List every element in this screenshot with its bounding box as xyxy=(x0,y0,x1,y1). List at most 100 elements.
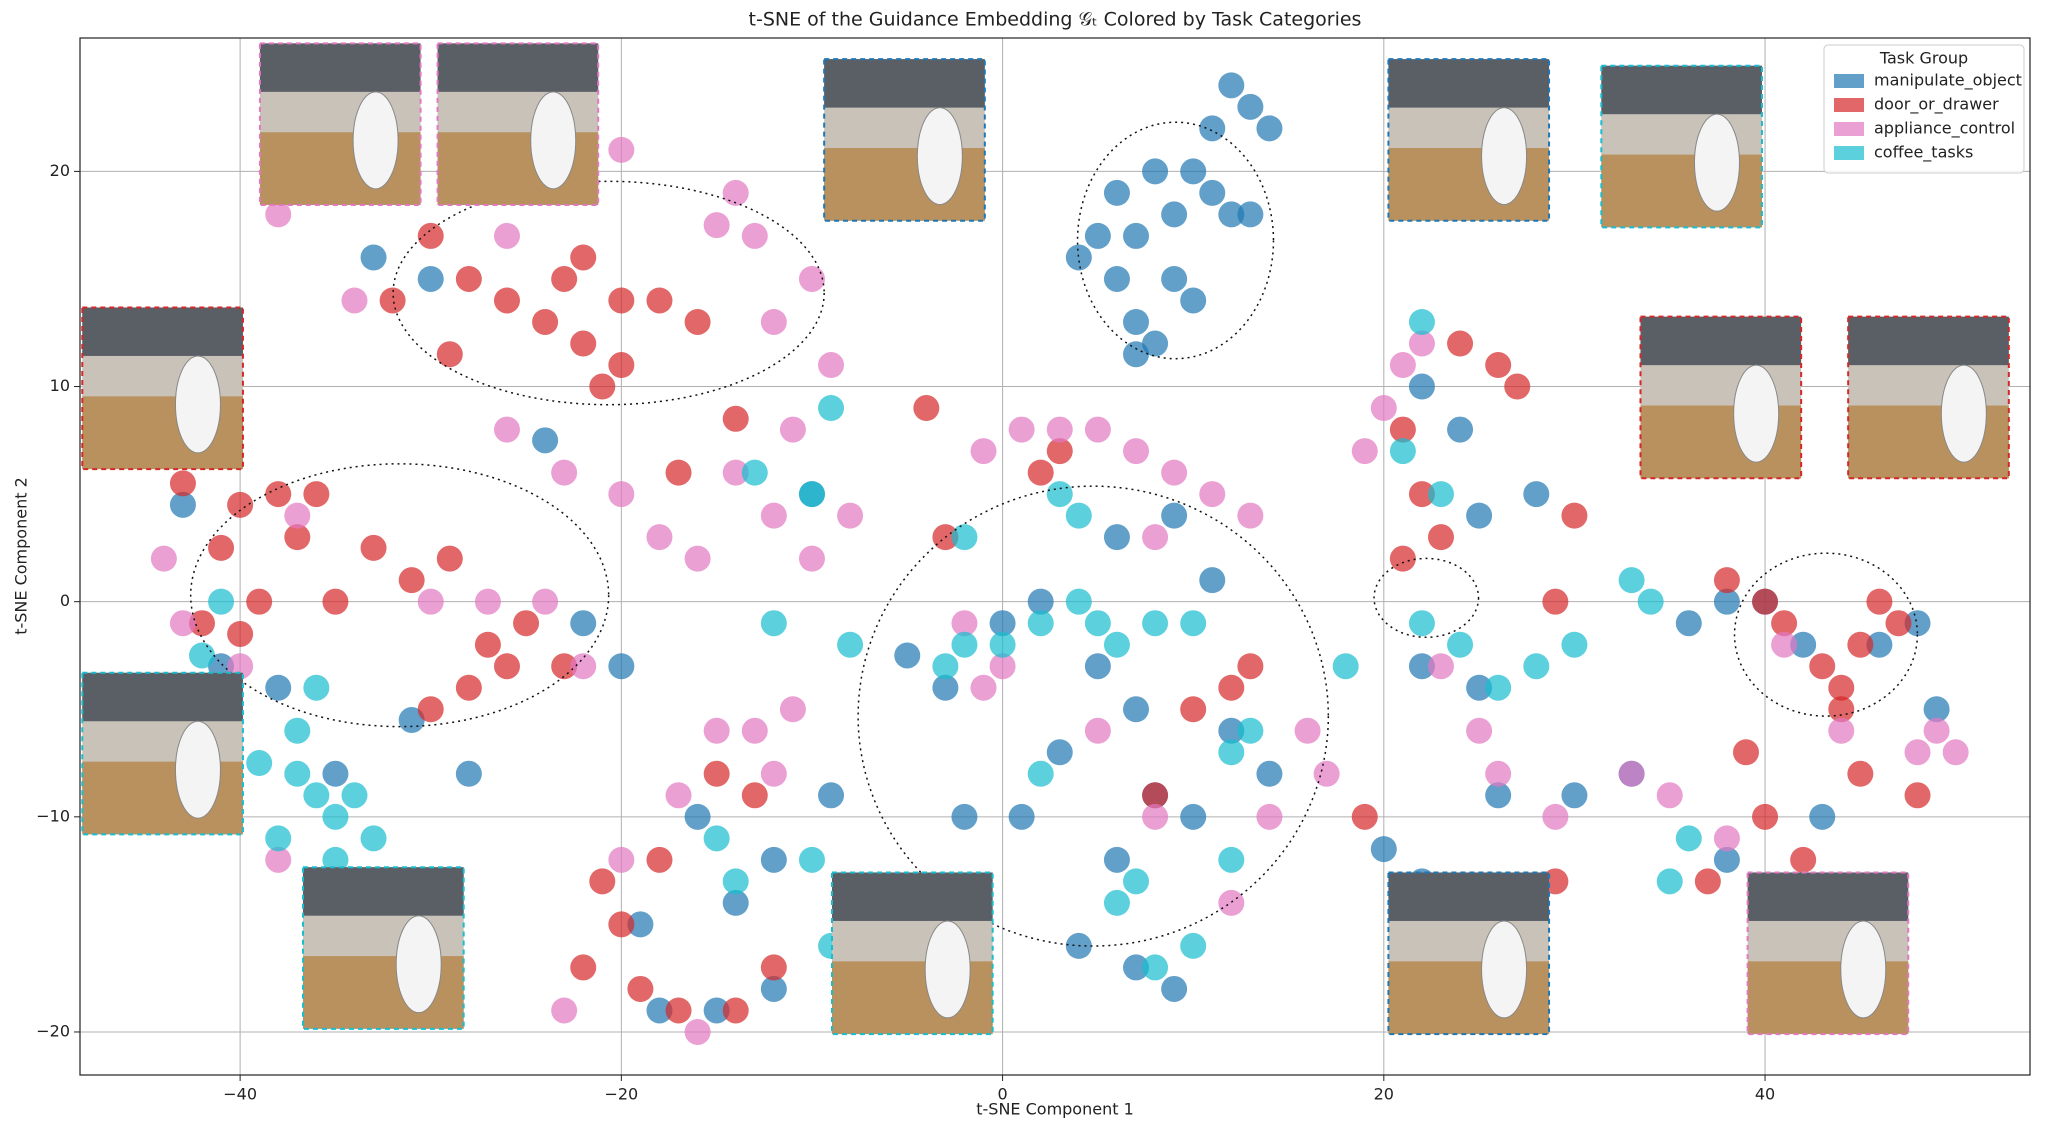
point xyxy=(1713,825,1740,852)
point xyxy=(951,631,978,658)
point xyxy=(798,846,825,873)
point xyxy=(1218,889,1245,916)
point xyxy=(1904,782,1931,809)
point xyxy=(1123,308,1150,335)
x-tick-label: −40 xyxy=(223,1085,257,1104)
point xyxy=(665,459,692,486)
inset-wall xyxy=(1388,872,1550,921)
point xyxy=(1046,416,1073,443)
point xyxy=(932,674,959,701)
point xyxy=(722,179,749,206)
inset-robot xyxy=(530,91,577,190)
point xyxy=(322,803,349,830)
point xyxy=(1370,395,1397,422)
inset-robot xyxy=(1481,107,1528,206)
point xyxy=(551,265,578,292)
point xyxy=(188,610,215,637)
point xyxy=(341,287,368,314)
point xyxy=(570,653,597,680)
point xyxy=(1866,631,1893,658)
highlight-ellipse xyxy=(1733,552,1919,717)
point xyxy=(1180,158,1207,185)
point xyxy=(1618,567,1645,594)
point xyxy=(493,416,520,443)
point xyxy=(760,308,787,335)
point xyxy=(1485,352,1512,379)
point xyxy=(360,825,387,852)
point xyxy=(818,782,845,809)
point xyxy=(341,782,368,809)
point xyxy=(970,674,997,701)
point xyxy=(1218,72,1245,99)
inset-wall xyxy=(832,872,993,921)
point xyxy=(1103,631,1130,658)
point xyxy=(1237,93,1264,120)
point xyxy=(1694,868,1721,895)
point xyxy=(1618,760,1645,787)
point xyxy=(1942,739,1969,766)
point xyxy=(1561,502,1588,529)
point xyxy=(1123,341,1150,368)
point xyxy=(1046,438,1073,465)
point xyxy=(1008,416,1035,443)
point xyxy=(1675,825,1702,852)
point xyxy=(1084,610,1111,637)
point xyxy=(1237,653,1264,680)
point xyxy=(722,405,749,432)
point xyxy=(1123,696,1150,723)
point xyxy=(1123,868,1150,895)
point xyxy=(703,717,730,744)
point xyxy=(322,588,349,615)
legend-label: door_or_drawer xyxy=(1874,95,1999,115)
point xyxy=(1199,567,1226,594)
point xyxy=(188,642,215,669)
point xyxy=(741,782,768,809)
point xyxy=(570,330,597,357)
point xyxy=(417,588,444,615)
point xyxy=(532,588,559,615)
point xyxy=(779,696,806,723)
point xyxy=(1027,610,1054,637)
point xyxy=(722,997,749,1024)
point xyxy=(1351,803,1378,830)
point xyxy=(303,674,330,701)
point xyxy=(208,534,235,561)
point xyxy=(1561,782,1588,809)
point xyxy=(1142,158,1169,185)
point xyxy=(1447,330,1474,357)
point xyxy=(1771,610,1798,637)
point xyxy=(169,470,196,497)
point xyxy=(1218,846,1245,873)
point xyxy=(1142,330,1169,357)
point xyxy=(551,653,578,680)
point xyxy=(169,491,196,518)
point xyxy=(208,588,235,615)
point xyxy=(1447,416,1474,443)
point xyxy=(760,846,787,873)
point xyxy=(1065,588,1092,615)
point xyxy=(1161,975,1188,1002)
point xyxy=(1904,610,1931,637)
legend: Task Group manipulate_object door_or_drawe… xyxy=(1823,44,2025,174)
point xyxy=(932,653,959,680)
x-tick-label: 0 xyxy=(997,1085,1007,1104)
point xyxy=(646,997,673,1024)
plot-frame xyxy=(79,37,2031,1076)
point xyxy=(970,438,997,465)
point xyxy=(1218,717,1245,744)
point xyxy=(665,782,692,809)
legend-box xyxy=(1823,44,2025,174)
point xyxy=(1084,717,1111,744)
point xyxy=(493,287,520,314)
point xyxy=(1466,717,1493,744)
point xyxy=(894,642,921,669)
point xyxy=(150,545,177,572)
point xyxy=(532,427,559,454)
legend-swatch xyxy=(1834,74,1864,88)
point xyxy=(1332,653,1359,680)
inset-robot xyxy=(395,915,442,1014)
point xyxy=(951,524,978,551)
legend-swatch xyxy=(1834,122,1864,136)
point xyxy=(760,502,787,529)
point xyxy=(1447,631,1474,658)
